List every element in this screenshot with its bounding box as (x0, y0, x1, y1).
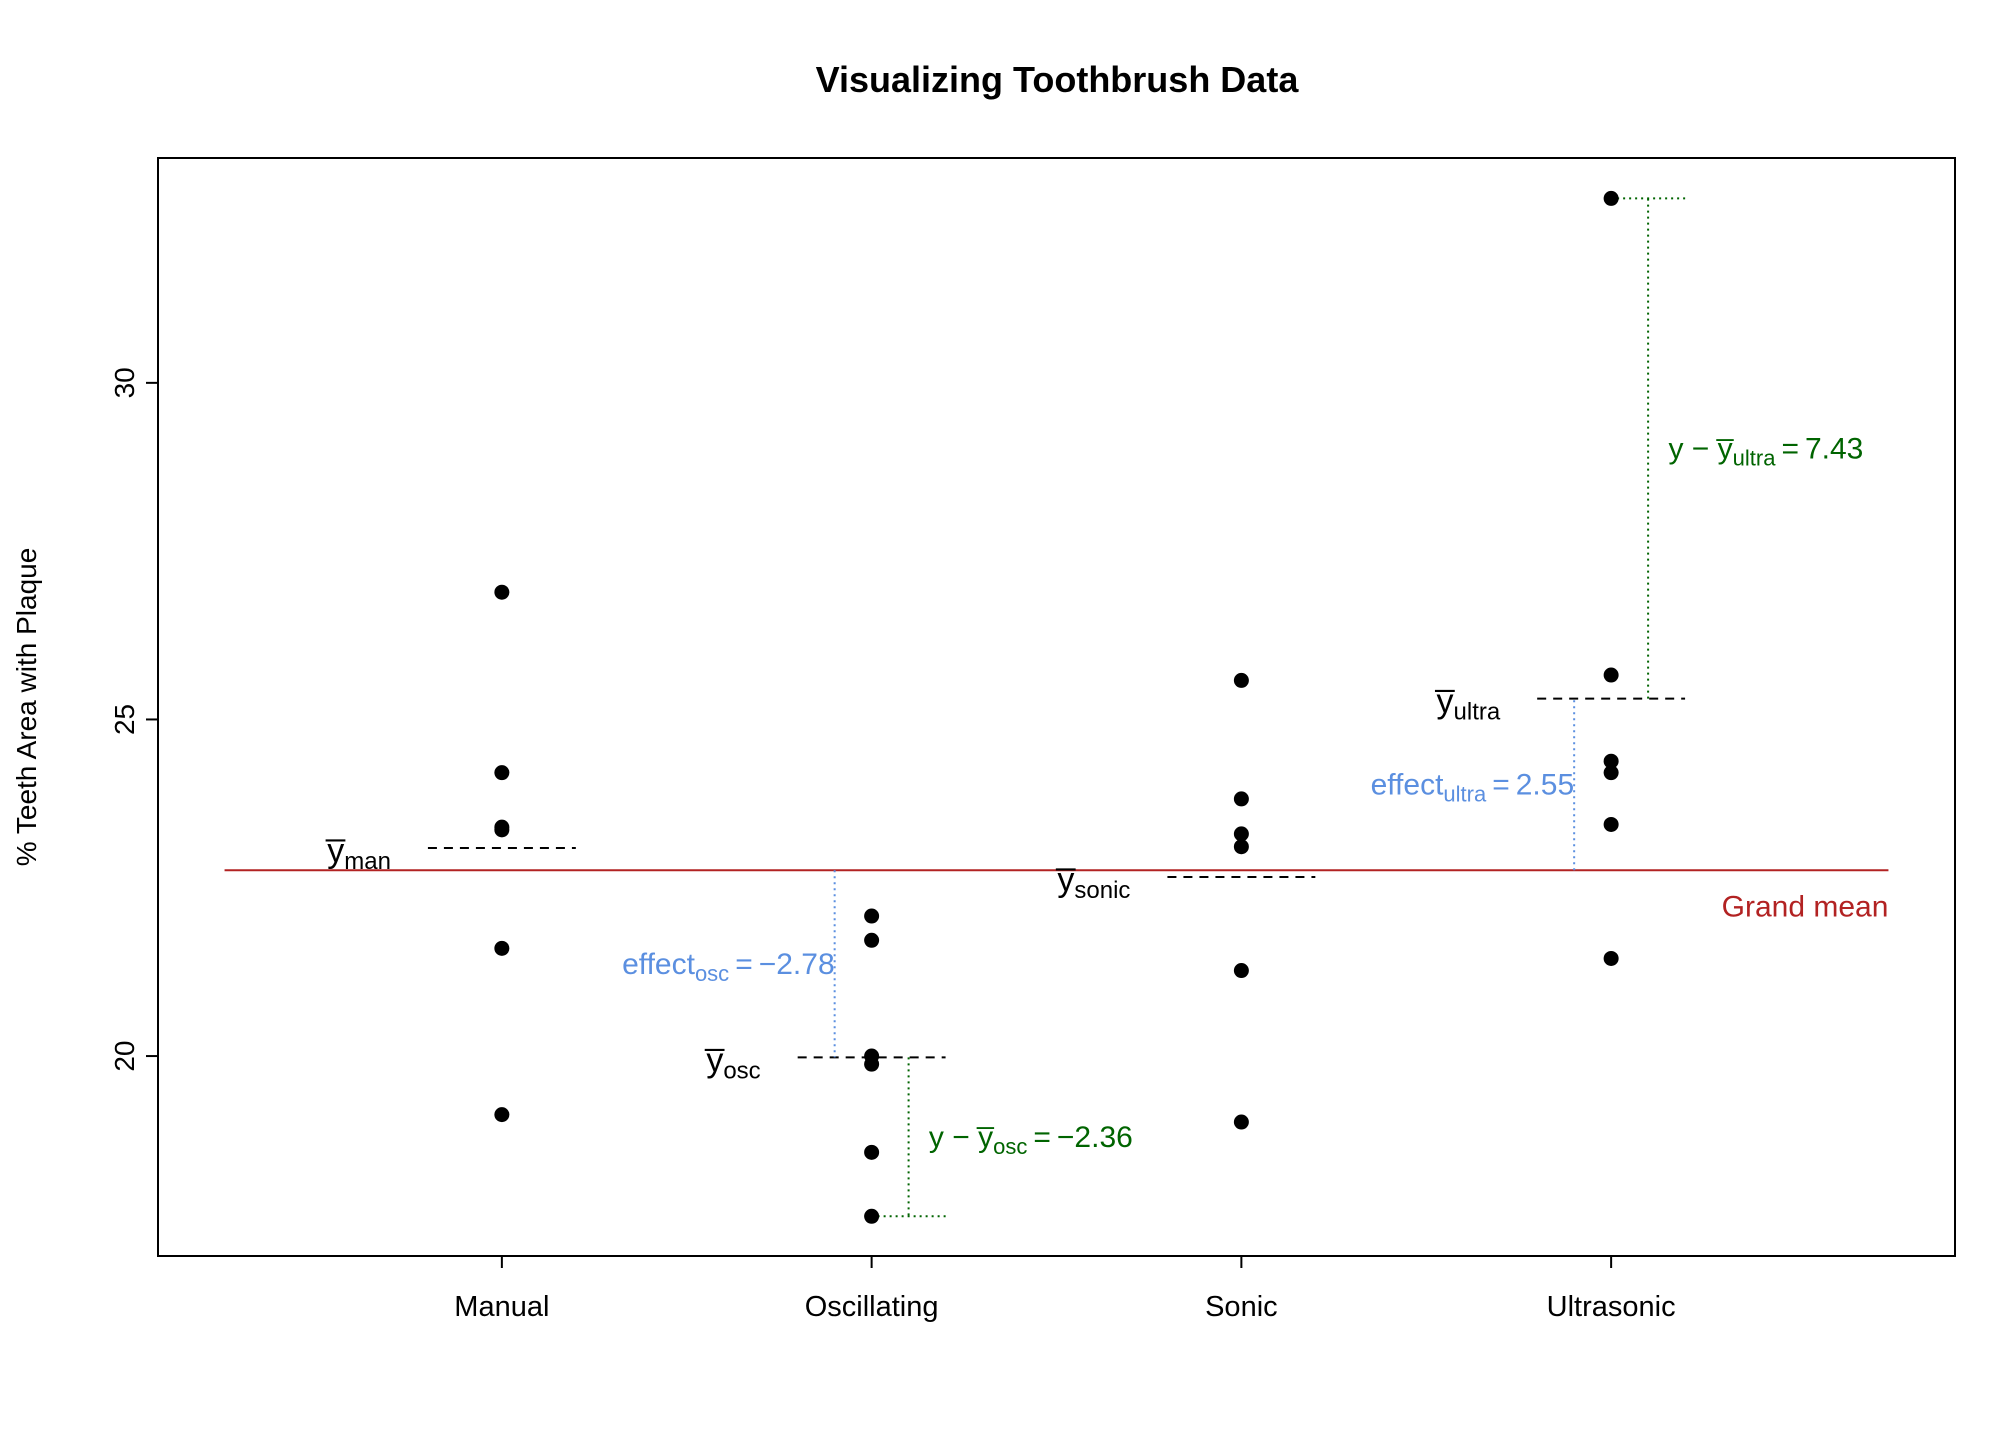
data-point (1603, 667, 1619, 683)
effect-value: 2.55 (1516, 768, 1574, 801)
annotation: y − y̅ultra = 7.43 (1668, 432, 1863, 470)
effect-subscript: osc (695, 961, 729, 986)
data-point (864, 932, 880, 948)
effect-text: effect (622, 948, 695, 981)
grand-mean-label: Grand mean (1722, 890, 1889, 923)
residual-eq: = (1781, 432, 1799, 465)
data-point (864, 1056, 880, 1072)
data-point (1233, 839, 1249, 855)
data-point (494, 1107, 510, 1123)
mean-subscript: ultra (1454, 699, 1501, 726)
data-point (1603, 753, 1619, 769)
annotation: y − y̅osc = −2.36 (929, 1121, 1133, 1159)
data-point (864, 1144, 880, 1160)
residual-eq: = (1033, 1121, 1051, 1154)
annotation: effectosc = −2.78 (622, 948, 835, 986)
effect-subscript: ultra (1443, 781, 1487, 806)
data-point (1603, 950, 1619, 966)
mean-subscript: sonic (1074, 877, 1130, 904)
effect-eq: = (735, 948, 753, 981)
residual-value: −2.36 (1057, 1121, 1133, 1154)
x-tick-label: Manual (454, 1291, 549, 1323)
data-point (864, 908, 880, 924)
data-point (864, 1208, 880, 1224)
data-point (494, 822, 510, 838)
mean-subscript: man (344, 848, 391, 875)
data-point (1603, 765, 1619, 781)
data-point (1233, 791, 1249, 807)
residual-text: y − y̅ (929, 1121, 995, 1154)
effect-eq: = (1492, 768, 1510, 801)
y-tick-label: 25 (109, 704, 140, 735)
residual-subscript: ultra (1733, 445, 1777, 470)
mean-symbol: y̅ (326, 832, 346, 870)
y-tick-label: 30 (109, 367, 140, 398)
annotation: y̅ultra (1435, 683, 1501, 726)
data-point (494, 584, 510, 600)
y-axis-label: % Teeth Area with Plaque (11, 548, 42, 867)
x-tick-label: Ultrasonic (1547, 1291, 1676, 1323)
x-tick-label: Oscillating (805, 1291, 939, 1323)
data-point (1233, 672, 1249, 688)
mean-symbol: y̅ (705, 1041, 725, 1079)
x-tick-label: Sonic (1205, 1291, 1278, 1323)
data-point (1603, 816, 1619, 832)
residual-text: y − y̅ (1668, 432, 1734, 465)
mean-subscript: osc (723, 1057, 760, 1084)
annotation: effectultra = 2.55 (1371, 768, 1575, 806)
annotation: y̅sonic (1056, 861, 1131, 904)
data-point (494, 765, 510, 781)
annotation: y̅man (326, 832, 391, 875)
residual-value: 7.43 (1805, 432, 1863, 465)
plot-frame (157, 157, 1956, 1257)
data-point (494, 940, 510, 956)
effect-value: −2.78 (759, 948, 835, 981)
mean-symbol: y̅ (1435, 683, 1455, 721)
data-point (1233, 826, 1249, 842)
data-point (1603, 190, 1619, 206)
residual-subscript: osc (993, 1134, 1027, 1159)
data-point (1233, 1114, 1249, 1130)
mean-symbol: y̅ (1056, 861, 1076, 899)
data-point (1233, 963, 1249, 979)
annotation: y̅osc (705, 1041, 761, 1084)
effect-text: effect (1371, 768, 1444, 801)
y-tick-label: 20 (109, 1040, 140, 1071)
chart-title: Visualizing Toothbrush Data (816, 59, 1300, 100)
